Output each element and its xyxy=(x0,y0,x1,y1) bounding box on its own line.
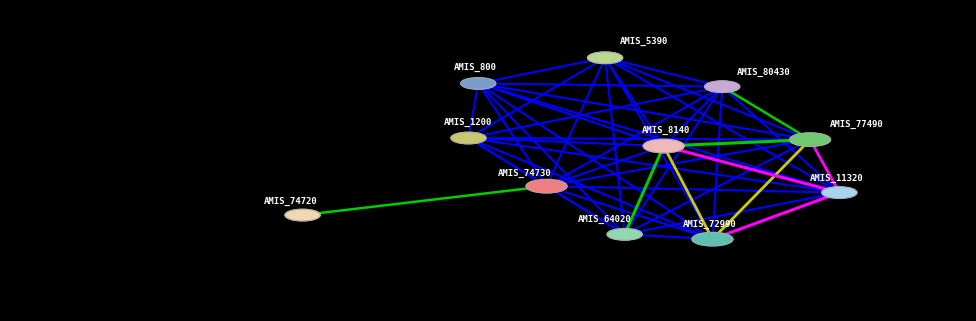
Text: AMIS_64020: AMIS_64020 xyxy=(578,215,631,224)
Text: AMIS_74730: AMIS_74730 xyxy=(498,169,551,178)
Text: AMIS_72990: AMIS_72990 xyxy=(683,220,737,229)
Text: AMIS_11320: AMIS_11320 xyxy=(810,174,864,183)
Circle shape xyxy=(705,81,740,92)
Text: AMIS_77490: AMIS_77490 xyxy=(830,120,883,129)
Circle shape xyxy=(643,139,684,153)
Circle shape xyxy=(285,209,320,221)
Circle shape xyxy=(822,187,857,198)
Text: AMIS_5390: AMIS_5390 xyxy=(620,37,669,46)
Circle shape xyxy=(790,133,831,146)
Text: AMIS_74720: AMIS_74720 xyxy=(264,196,317,205)
Text: AMIS_800: AMIS_800 xyxy=(454,63,497,72)
Text: AMIS_1200: AMIS_1200 xyxy=(444,118,493,127)
Text: AMIS_8140: AMIS_8140 xyxy=(642,126,691,135)
Circle shape xyxy=(526,179,567,193)
Circle shape xyxy=(692,232,733,246)
Circle shape xyxy=(451,132,486,144)
Circle shape xyxy=(607,229,642,240)
Text: AMIS_80430: AMIS_80430 xyxy=(737,68,791,77)
Circle shape xyxy=(588,52,623,64)
Circle shape xyxy=(461,78,496,89)
